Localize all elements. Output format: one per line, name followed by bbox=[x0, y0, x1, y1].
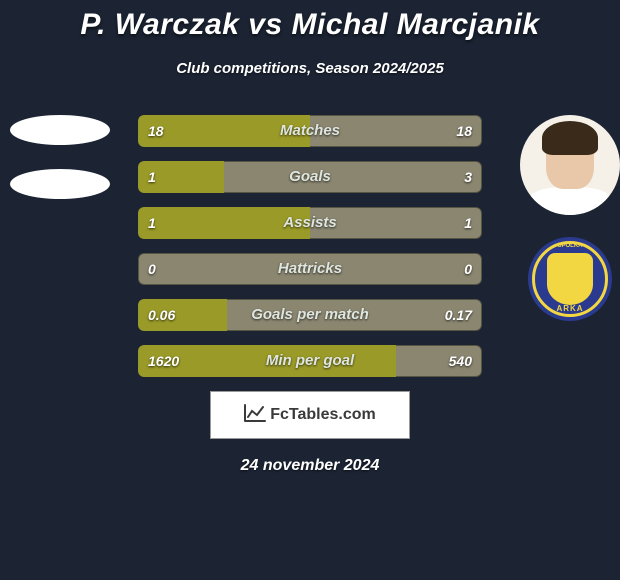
stat-row: 1620Min per goal540 bbox=[138, 345, 482, 377]
stat-label: Matches bbox=[138, 115, 482, 147]
stat-row: 1Goals3 bbox=[138, 161, 482, 193]
stat-value-right: 1 bbox=[464, 207, 472, 239]
player-left-placeholder-2 bbox=[10, 169, 110, 199]
photo-hair bbox=[542, 121, 598, 155]
stat-value-right: 0.17 bbox=[445, 299, 472, 331]
stat-value-right: 18 bbox=[456, 115, 472, 147]
comparison-title: P. Warczak vs Michal Marcjanik bbox=[0, 0, 620, 42]
content-area: SPOLKA ARKA 18Matches181Goals31Assists10… bbox=[0, 115, 620, 377]
stat-row: 1Assists1 bbox=[138, 207, 482, 239]
stat-label: Goals bbox=[138, 161, 482, 193]
stat-label: Min per goal bbox=[138, 345, 482, 377]
stat-label: Assists bbox=[138, 207, 482, 239]
player-right-avatars: SPOLKA ARKA bbox=[520, 115, 620, 321]
player-left-placeholder-1 bbox=[10, 115, 110, 145]
stat-value-right: 540 bbox=[449, 345, 472, 377]
stat-row: 0Hattricks0 bbox=[138, 253, 482, 285]
stat-row: 0.06Goals per match0.17 bbox=[138, 299, 482, 331]
club-logo-top-text: SPOLKA bbox=[528, 243, 612, 249]
stat-label: Goals per match bbox=[138, 299, 482, 331]
stat-value-right: 0 bbox=[464, 253, 472, 285]
stat-value-right: 3 bbox=[464, 161, 472, 193]
club-logo-bottom-text: ARKA bbox=[528, 304, 612, 313]
comparison-subtitle: Club competitions, Season 2024/2025 bbox=[0, 60, 620, 77]
player-left-avatars bbox=[10, 115, 110, 223]
footer-brand-badge: FcTables.com bbox=[210, 391, 410, 439]
player-right-photo bbox=[520, 115, 620, 215]
footer-brand-text: FcTables.com bbox=[270, 406, 376, 424]
stat-row: 18Matches18 bbox=[138, 115, 482, 147]
photo-shirt bbox=[530, 187, 610, 215]
comparison-bars: 18Matches181Goals31Assists10Hattricks00.… bbox=[138, 115, 482, 377]
player-right-club-logo: SPOLKA ARKA bbox=[528, 237, 612, 321]
chart-icon bbox=[244, 404, 266, 427]
footer-date: 24 november 2024 bbox=[0, 457, 620, 475]
stat-label: Hattricks bbox=[138, 253, 482, 285]
club-logo-shield bbox=[547, 253, 593, 305]
